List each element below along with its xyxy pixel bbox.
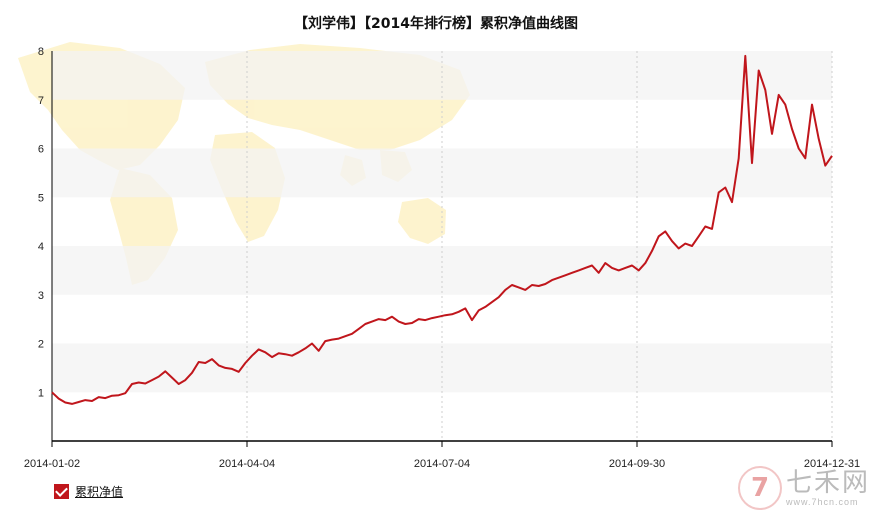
x-ticks: 2014-01-02 2014-04-04 2014-07-04 2014-09-30… <box>24 441 860 470</box>
watermark: 7 七禾网 www.7hcn.com <box>738 466 870 510</box>
x-tick-label: 2014-04-04 <box>219 458 275 470</box>
y-tick-label: 3 <box>38 290 44 302</box>
watermark-name: 七禾网 <box>786 468 871 498</box>
y-tick-label: 2 <box>38 339 44 351</box>
x-tick-label: 2014-09-30 <box>609 458 665 470</box>
y-tick-label: 5 <box>38 192 44 204</box>
y-tick-label: 4 <box>38 241 44 253</box>
x-tick-label: 2014-12-31 <box>804 458 860 470</box>
legend-label: 累积净值 <box>75 485 124 499</box>
y-tick-label: 6 <box>38 144 44 156</box>
x-tick-label: 2014-07-04 <box>414 458 470 470</box>
watermark-url: www.7hcn.com <box>786 497 859 507</box>
legend-item-cumulative-nav[interactable]: 累积净值 <box>54 483 123 500</box>
y-ticks: 1 2 3 4 5 6 7 8 <box>38 46 44 399</box>
y-tick-label: 7 <box>38 95 44 107</box>
y-tick-label: 8 <box>38 46 44 58</box>
chart-title: 【刘学伟】【2014年排行榜】累积净值曲线图 <box>294 15 578 32</box>
x-tick-label: 2014-01-02 <box>24 458 80 470</box>
legend-checkbox-icon[interactable] <box>54 484 69 499</box>
watermark-logo-icon: 7 <box>738 466 782 510</box>
series-line-cumulative-nav <box>51 54 833 405</box>
y-tick-label: 1 <box>38 387 44 399</box>
